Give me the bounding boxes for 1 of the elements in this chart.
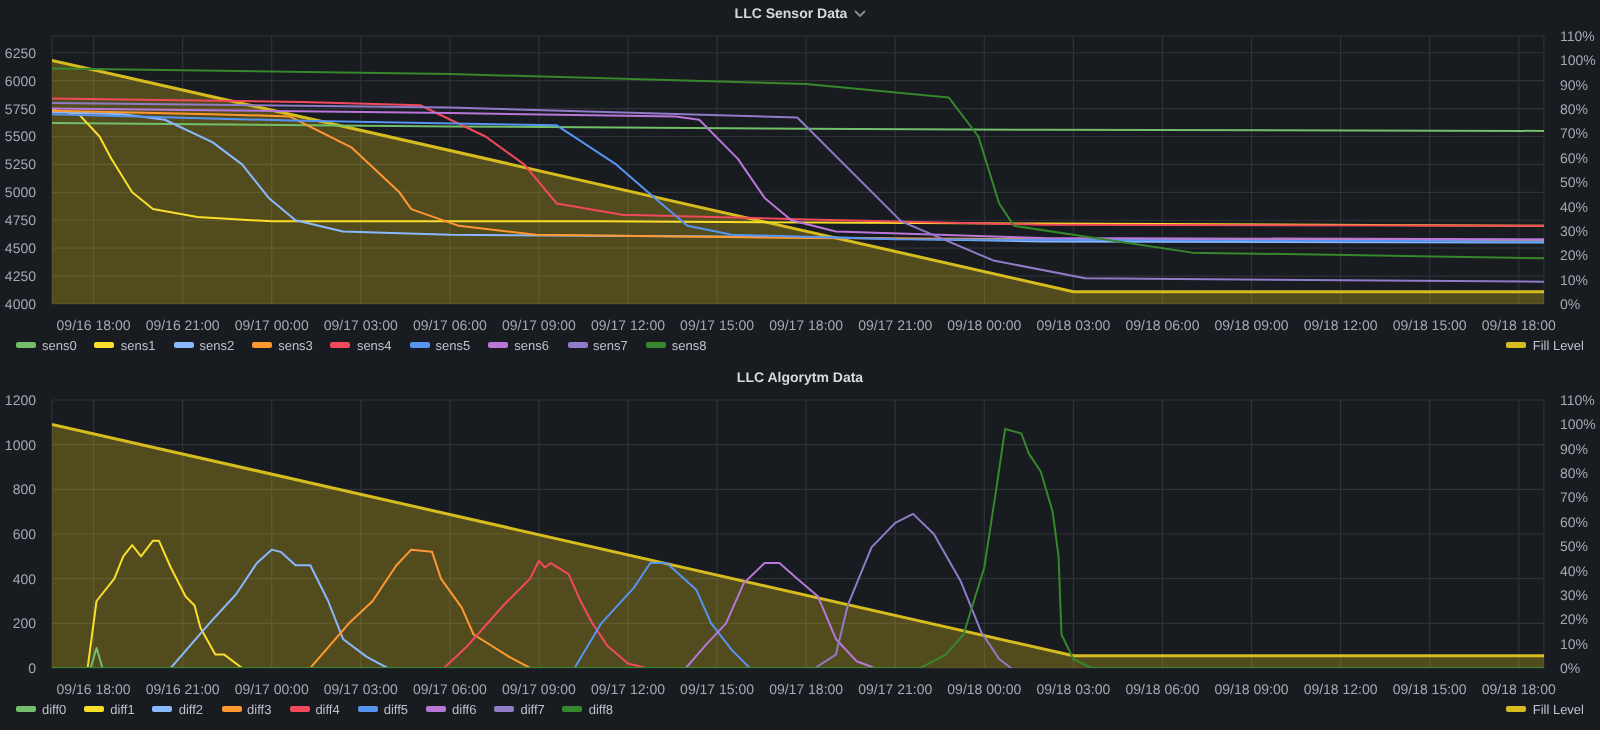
line-series [684, 562, 876, 668]
